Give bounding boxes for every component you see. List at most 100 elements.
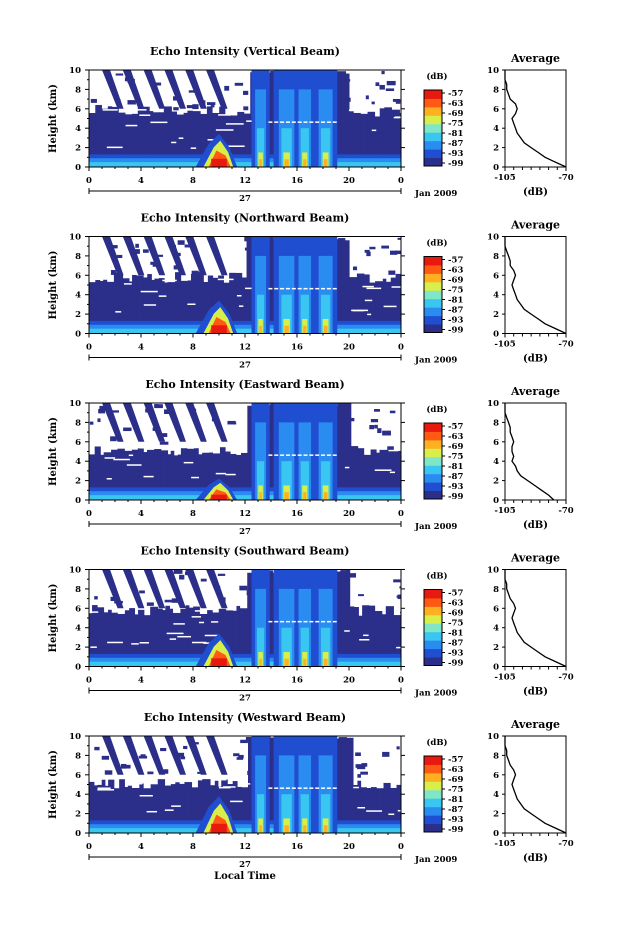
echo-gap [285, 454, 290, 456]
echo-streak [102, 736, 124, 775]
echo-gap [274, 787, 279, 789]
echo-band [173, 455, 179, 500]
echo-gap [218, 786, 231, 789]
profile-y-tick-label: 4 [493, 124, 499, 134]
echo-band [224, 115, 232, 167]
echo-band [110, 410, 119, 413]
x-tick-label: 12 [239, 343, 251, 353]
echo-band [183, 745, 188, 750]
echo-band [349, 277, 358, 334]
echo-gap [164, 809, 174, 811]
echo-band [214, 585, 221, 589]
echo-band [101, 755, 110, 760]
echo-band [175, 782, 180, 833]
echo-gap [285, 287, 290, 290]
echo-band [207, 275, 214, 334]
colorbar-cell [424, 423, 442, 432]
profile-y-tick-label: 2 [493, 643, 499, 653]
y-tick-label: 2 [75, 810, 81, 820]
echo-band [239, 608, 248, 667]
echo-gap [366, 810, 383, 812]
echo-column [303, 159, 307, 167]
echo-column [300, 627, 309, 667]
echo-gap [191, 616, 202, 618]
echo-gap [107, 641, 123, 644]
echo-band [211, 417, 216, 422]
profile-y-tick-label: 2 [493, 477, 499, 487]
echo-band [187, 110, 193, 167]
echo-gap [217, 278, 234, 281]
echo-gap [280, 620, 285, 623]
echo-band [356, 764, 366, 770]
echo-column [303, 825, 307, 833]
echo-gap [332, 454, 337, 456]
echo-band [160, 450, 169, 500]
echo-band [353, 784, 358, 833]
echo-gap [227, 145, 245, 147]
echo-band [184, 244, 194, 248]
echo-gap [332, 787, 337, 789]
colorbar-tick-label: -81 [448, 462, 463, 472]
colorbar-tick-label: -81 [448, 129, 463, 139]
echo-gap [178, 137, 184, 139]
y-axis-label: Height (km) [48, 84, 59, 153]
echo-gap [90, 646, 97, 648]
echo-gap [215, 472, 226, 475]
echo-band [202, 779, 211, 833]
echo-streak [164, 70, 186, 109]
echo-band [123, 764, 131, 769]
echo-band [97, 418, 101, 423]
colorbar-tick-label: -87 [448, 805, 463, 815]
echo-band [188, 607, 194, 667]
echo-band [338, 737, 347, 833]
y-tick-label: 6 [75, 604, 81, 614]
x-tick-label: 16 [291, 509, 303, 519]
echo-band [206, 102, 216, 106]
echo-gap [191, 476, 200, 479]
echo-band [138, 755, 148, 759]
echo-gap [126, 464, 142, 466]
echo-band [240, 739, 248, 744]
colorbar-tick-label: -75 [448, 619, 463, 629]
echo-band [162, 610, 166, 667]
echo-band [107, 106, 113, 167]
profile-y-tick-label: 10 [487, 732, 499, 742]
profile-x-tick-label: -70 [558, 506, 573, 516]
echo-gap [106, 478, 112, 480]
echo-band [390, 277, 397, 334]
echo-band [134, 614, 139, 667]
profile-title: Average [510, 52, 560, 65]
echo-gap [140, 290, 158, 293]
echo-gap [315, 454, 320, 456]
echo-band [386, 80, 396, 86]
colorbar-tick-label: -63 [448, 432, 463, 442]
echo-gap [268, 454, 273, 456]
echo-gap [357, 807, 366, 809]
echo-band [119, 274, 124, 334]
echo-gap [171, 805, 181, 807]
echo-band [89, 661, 401, 667]
colorbar-tick-label: -87 [448, 306, 463, 316]
echo-band [199, 613, 208, 667]
echo-band [114, 600, 123, 604]
echo-streak [185, 736, 207, 775]
echo-band [379, 108, 385, 167]
y-tick-label: 0 [75, 829, 81, 839]
x-tick-label: 4 [138, 676, 144, 686]
y-tick-label: 4 [75, 291, 81, 301]
echo-streak [143, 569, 166, 609]
echo-column [320, 627, 331, 667]
profile-y-tick-label: 10 [487, 566, 499, 576]
echo-gap [388, 443, 401, 446]
echo-band [108, 779, 115, 833]
echo-band [235, 454, 242, 500]
profile-line [504, 736, 567, 834]
echo-band [191, 742, 199, 745]
echo-band [111, 106, 119, 167]
echo-gap [280, 287, 285, 290]
echo-column [303, 658, 307, 667]
echo-gap [285, 121, 290, 123]
echo-column [259, 159, 262, 167]
y-tick-label: 2 [75, 643, 81, 653]
echo-band [270, 737, 276, 833]
